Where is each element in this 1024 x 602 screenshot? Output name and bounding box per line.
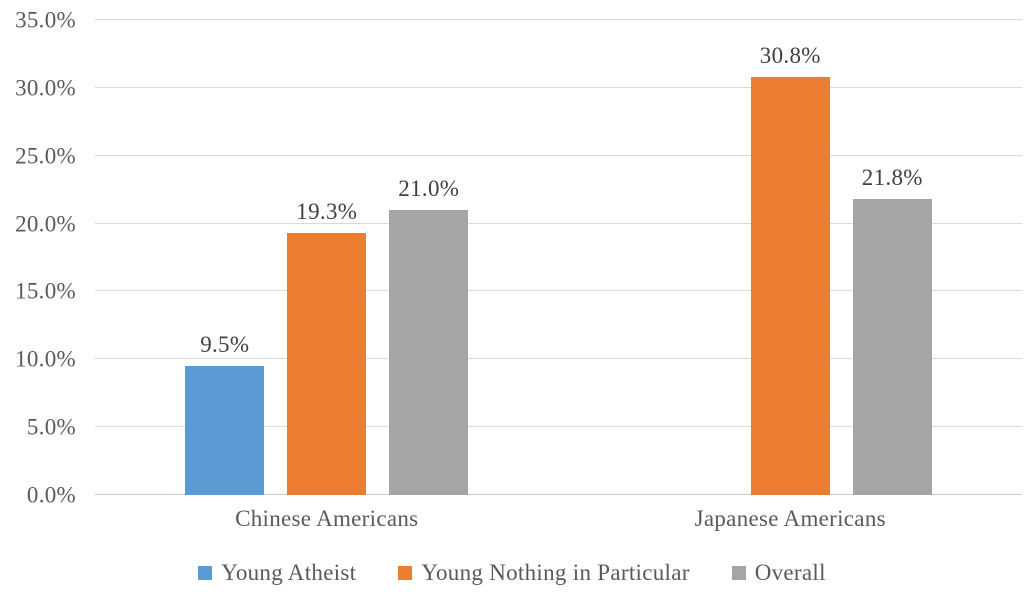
x-axis-line <box>95 494 1022 495</box>
bar-slot: 21.0% <box>389 20 469 495</box>
bar-group-japanese-americans: 30.8% 21.8% <box>559 20 1023 495</box>
bar-value-label: 19.3% <box>296 199 358 225</box>
bar-overall <box>852 199 932 495</box>
legend-label: Young Nothing in Particular <box>421 560 690 585</box>
bar-overall <box>389 210 469 495</box>
category-label-chinese-americans: Chinese Americans <box>235 506 419 531</box>
bar-slot: 19.3% <box>287 20 367 495</box>
bar-value-label: 9.5% <box>200 332 250 358</box>
y-tick-label: 5.0% <box>26 414 76 440</box>
y-tick-label: 0.0% <box>26 482 76 508</box>
gridline <box>95 154 1022 156</box>
legend-item: Young Nothing in Particular <box>398 561 689 584</box>
legend-item: Young Atheist <box>198 561 356 584</box>
y-tick-label: 20.0% <box>15 211 76 237</box>
y-tick-label: 15.0% <box>15 278 76 304</box>
gridline <box>95 19 1022 20</box>
bar-young-atheist <box>185 366 265 495</box>
legend-swatch <box>731 565 746 580</box>
bar-slot: 30.8% <box>750 20 830 495</box>
y-tick-label: 30.0% <box>15 75 76 101</box>
bar-value-label: 21.0% <box>398 176 460 201</box>
legend-label: Young Atheist <box>221 560 357 585</box>
bar-value-label: 21.8% <box>861 165 923 191</box>
x-axis-labels: Chinese Americans Japanese Americans <box>95 505 1022 533</box>
plot-area: 9.5% 19.3% 21.0% 30.8% 21.8% <box>95 19 1023 495</box>
bar-value-label: 30.8% <box>759 43 821 68</box>
legend-swatch <box>398 565 413 580</box>
legend-item: Overall <box>731 560 826 585</box>
bar-slot: 9.5% <box>185 20 265 495</box>
gridline <box>95 290 1022 292</box>
gridline <box>95 426 1022 428</box>
legend-swatch <box>198 565 213 580</box>
bar-slot: 21.8% <box>852 20 932 495</box>
y-axis: 0.0% 5.0% 10.0% 15.0% 20.0% 25.0% 30.0% 35.0% <box>0 9 76 507</box>
y-tick-label: 10.0% <box>15 346 76 372</box>
bar-group-chinese-americans: 9.5% 19.3% 21.0% <box>95 20 559 495</box>
category-label-japanese-americans: Japanese Americans <box>694 506 886 531</box>
y-tick-label: 25.0% <box>15 143 76 169</box>
legend: Young Atheist Young Nothing in Particular… <box>0 561 1024 584</box>
gridline <box>95 222 1022 224</box>
y-tick-label: 35.0% <box>15 7 76 33</box>
bar-young-nothing-in-particular <box>750 77 830 495</box>
bar-young-nothing-in-particular <box>287 233 367 495</box>
gridline <box>95 86 1022 88</box>
gridline <box>95 358 1022 360</box>
legend-label: Overall <box>754 560 826 585</box>
bar-slot <box>649 20 728 495</box>
